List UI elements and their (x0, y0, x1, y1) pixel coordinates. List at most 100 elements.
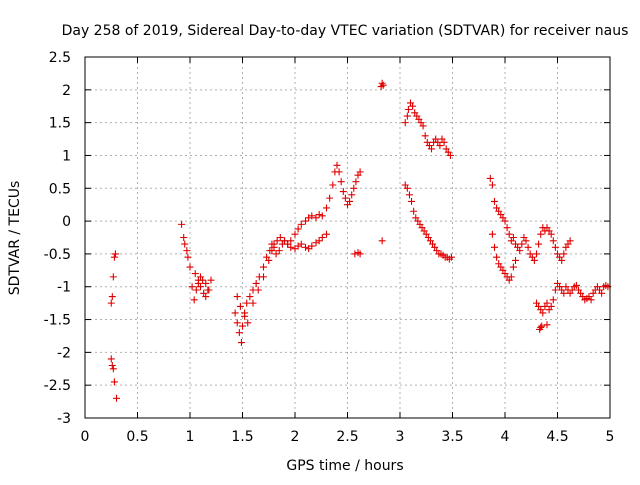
data-point (491, 243, 498, 251)
data-point (598, 289, 606, 297)
series-s14 (533, 279, 612, 317)
data-point (276, 234, 284, 241)
data-point (348, 191, 356, 199)
data-point (197, 283, 204, 291)
data-point (533, 250, 540, 258)
data-point (551, 243, 559, 251)
data-point (341, 194, 349, 202)
data-point (260, 263, 267, 271)
data-point (273, 237, 281, 245)
data-point (318, 234, 326, 241)
x-tick-label: 2 (291, 429, 300, 445)
x-tick-label: 3.5 (441, 429, 463, 445)
series-s3 (178, 220, 213, 304)
data-point (184, 253, 192, 261)
plot-area-frame (84, 56, 611, 419)
tick-layer: 0 0.5 1 1.5 2 2.5 3 3.5 4 4.5 5 -3 -2.5 -2 -1.5 -1 -0.5 0… (44, 50, 615, 445)
data-point (241, 312, 249, 320)
data-point (516, 247, 524, 255)
data-point (287, 237, 295, 245)
data-point (539, 309, 547, 317)
data-point (188, 283, 196, 291)
data-point (183, 247, 191, 255)
series-s2 (107, 355, 120, 402)
data-point (281, 237, 288, 245)
data-point (312, 214, 320, 222)
data-point (447, 253, 455, 261)
data-point (243, 299, 251, 307)
data-point (549, 296, 557, 304)
data-point (346, 197, 354, 205)
data-point (318, 212, 326, 220)
data-point (410, 207, 418, 215)
data-point (560, 250, 568, 258)
data-point (110, 378, 118, 386)
data-point (488, 181, 496, 189)
data-point (356, 250, 364, 258)
series-s1 (107, 250, 119, 307)
data-point (108, 361, 116, 369)
x-tick-label: 5 (606, 429, 615, 445)
data-point (486, 174, 494, 182)
data-point (558, 256, 566, 264)
data-point (512, 256, 519, 264)
data-point (535, 240, 543, 248)
y-tick-label: -1.5 (44, 313, 71, 329)
data-point (272, 250, 280, 258)
data-point (237, 339, 245, 347)
data-point (233, 293, 241, 301)
y-tick-label: -0.5 (44, 247, 71, 263)
data-point (428, 145, 435, 153)
y-tick-label: -3 (57, 411, 71, 427)
series-s4 (191, 270, 215, 301)
data-point (308, 212, 316, 220)
data-point (204, 286, 212, 294)
data-point (326, 194, 334, 202)
data-point (379, 81, 387, 89)
data-point (543, 299, 551, 307)
y-tick-label: -2.5 (44, 378, 71, 394)
data-point (233, 319, 241, 327)
data-point (352, 178, 360, 186)
data-point (446, 151, 454, 159)
data-point (191, 270, 199, 278)
data-point (378, 237, 386, 245)
data-point (404, 106, 412, 114)
data-point (356, 168, 364, 176)
data-point (315, 237, 323, 245)
data-point (419, 122, 427, 130)
data-point (505, 230, 513, 238)
data-point (294, 225, 302, 233)
data-point (547, 230, 555, 238)
series-s6 (233, 161, 364, 327)
x-axis-label: GPS time / hours (286, 458, 403, 474)
data-point (287, 243, 295, 251)
data-point (192, 286, 200, 294)
y-axis-label: SDTVAR / TECUs (7, 181, 23, 296)
data-point (252, 279, 260, 287)
data-point (270, 240, 278, 248)
y-tick-label: 0 (62, 214, 71, 230)
data-point (549, 237, 557, 245)
data-point (207, 276, 215, 284)
data-point (236, 302, 244, 310)
series-s5 (231, 230, 330, 347)
data-point (275, 247, 283, 255)
data-point (408, 197, 416, 205)
data-point (231, 309, 239, 317)
data-point (401, 119, 409, 127)
series-s10 (401, 99, 454, 159)
x-tick-label: 2.5 (336, 429, 358, 445)
data-point (239, 322, 246, 330)
data-point (284, 240, 292, 248)
chart-title: Day 258 of 2019, Sidereal Day-to-day VTE… (62, 23, 629, 39)
y-tick-label: 1 (62, 148, 71, 164)
data-point (405, 191, 413, 199)
series-s12 (486, 174, 574, 264)
data-point (509, 263, 517, 271)
x-tick-label: 3 (396, 429, 405, 445)
series-s7 (351, 249, 364, 258)
data-point (339, 188, 347, 196)
data-point (488, 230, 496, 238)
